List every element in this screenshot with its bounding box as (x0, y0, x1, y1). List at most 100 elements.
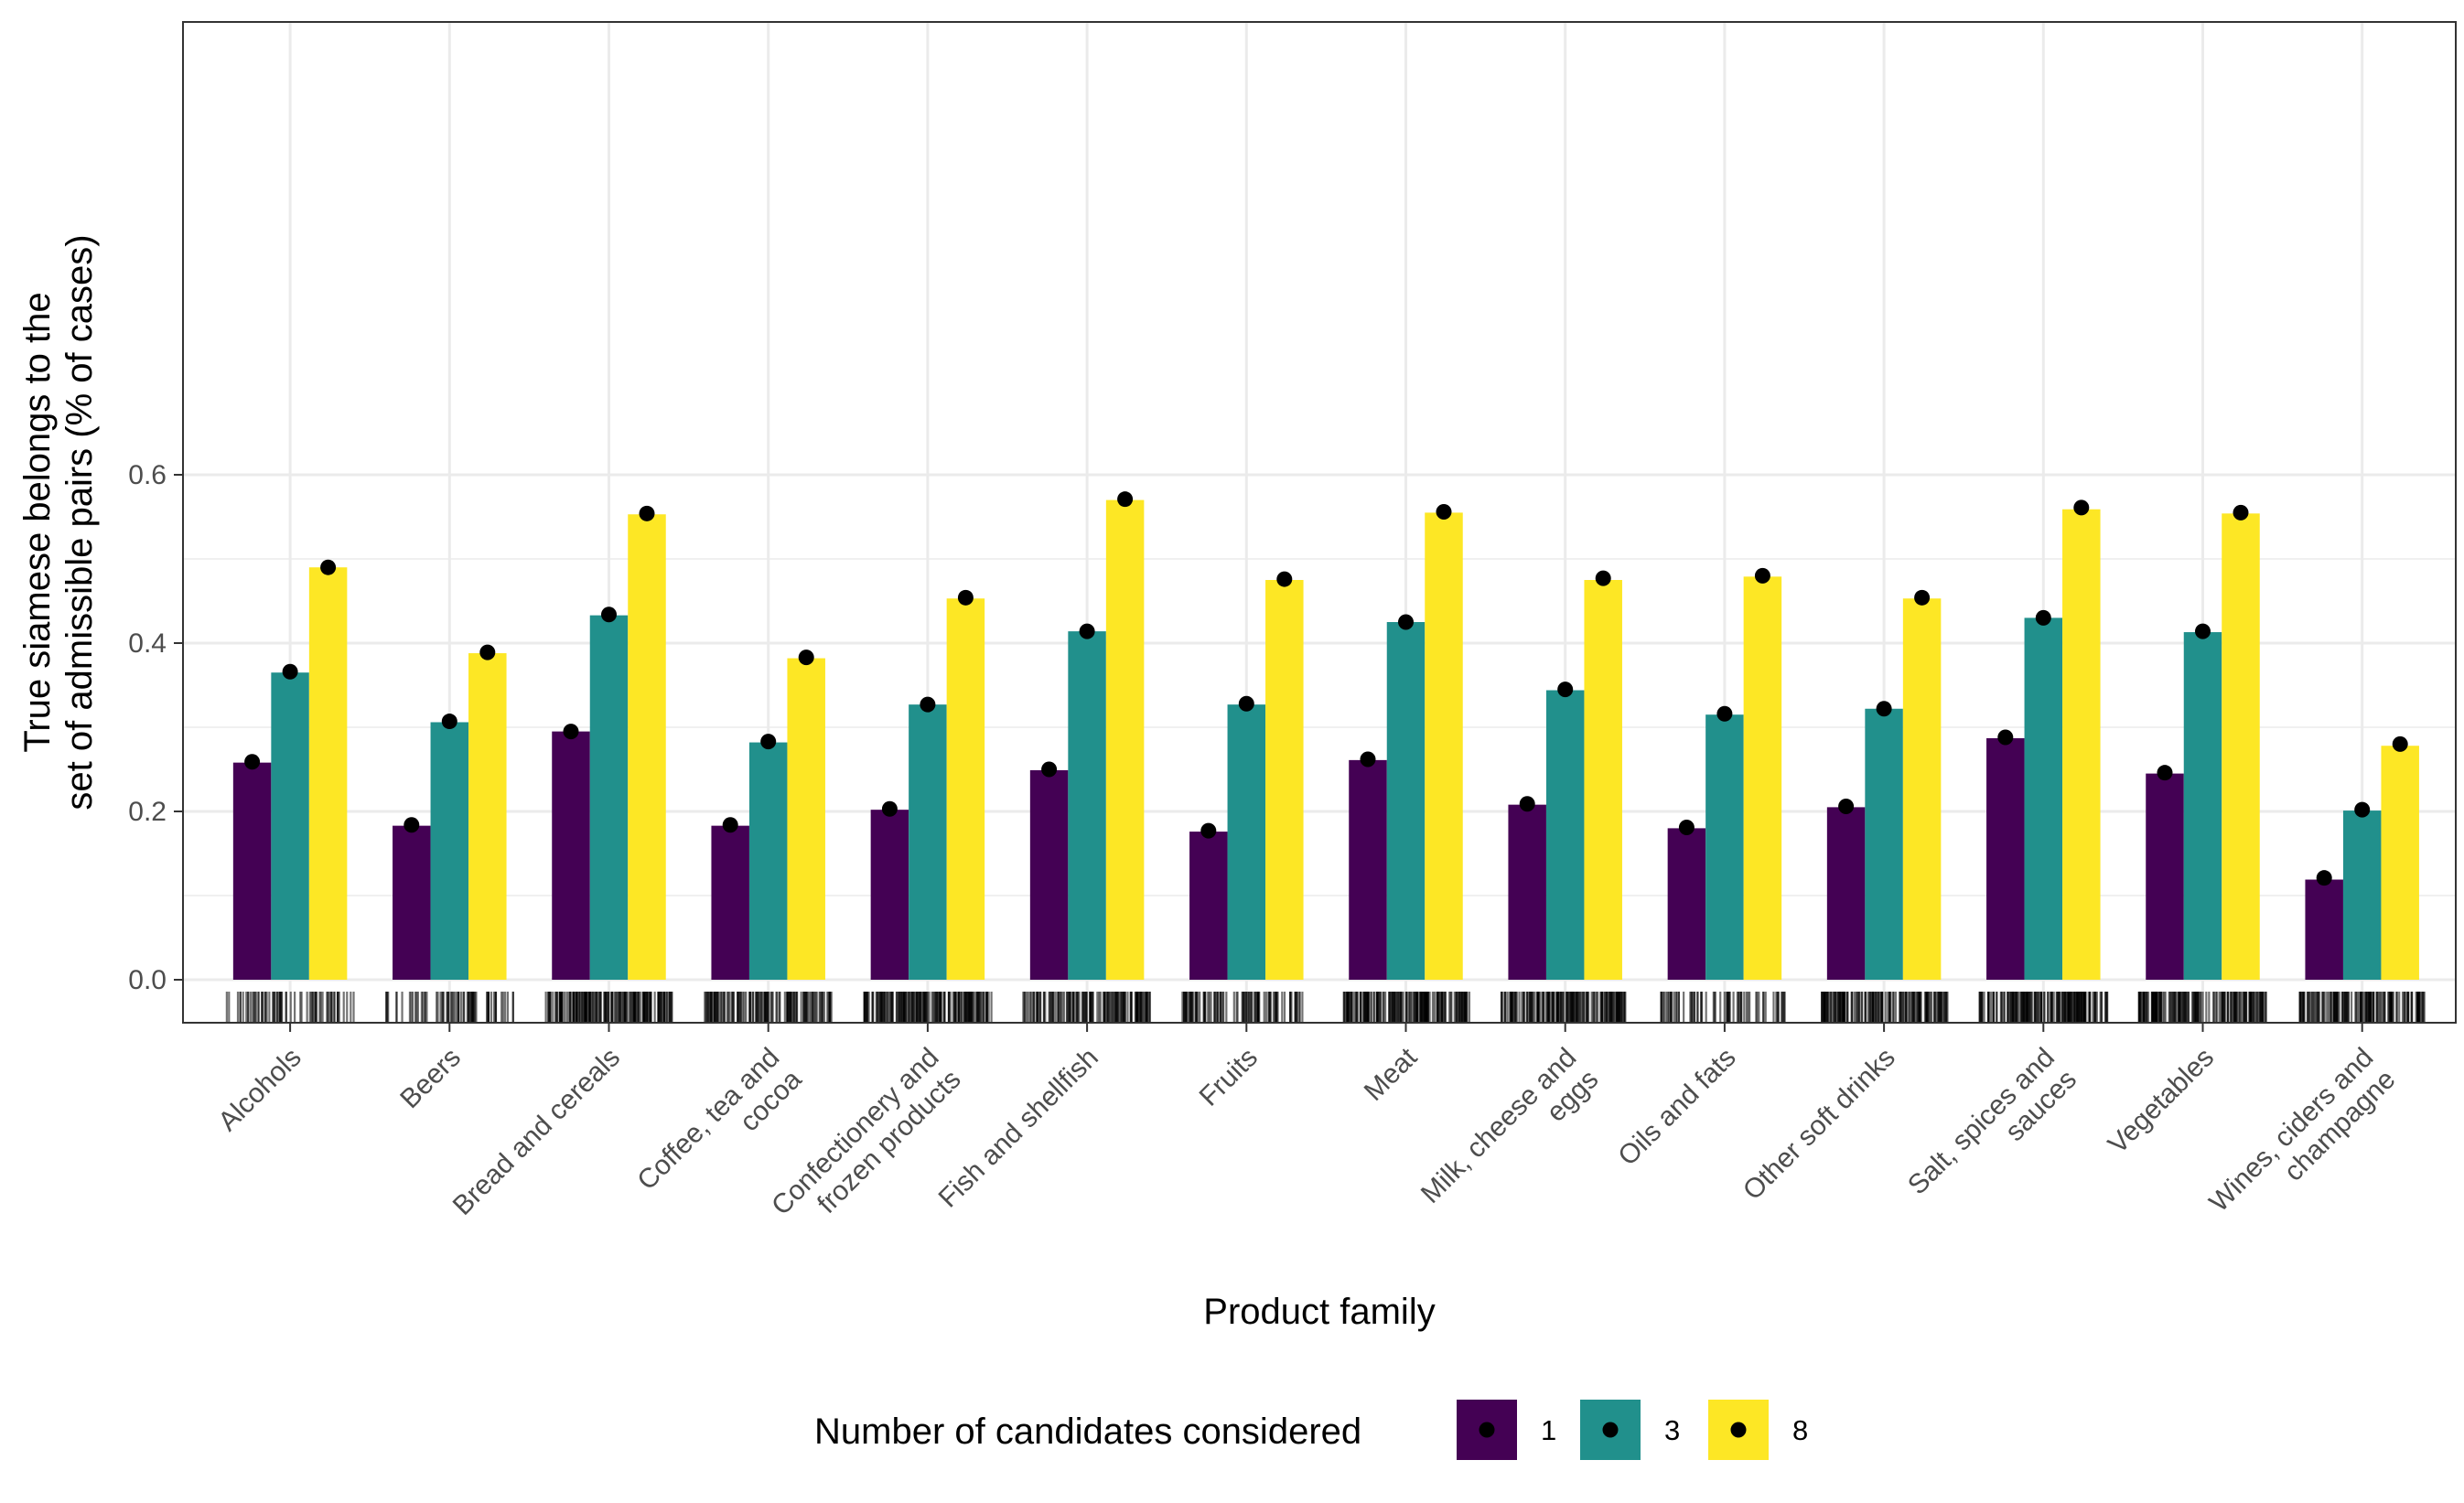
y-tick-label: 0.4 (128, 628, 167, 659)
bar (748, 742, 788, 980)
bar (909, 704, 947, 980)
bars (232, 499, 2419, 980)
point (1997, 729, 2014, 746)
y-tick-label: 0.6 (128, 460, 167, 490)
point (1398, 614, 1414, 630)
bar (1068, 631, 1106, 980)
point (1238, 695, 1254, 712)
point (2316, 870, 2332, 886)
bar (1227, 704, 1266, 980)
point (1200, 822, 1217, 839)
point (957, 589, 974, 606)
y-axis-title: True siamese belongs to theset of admiss… (17, 234, 100, 810)
points (244, 491, 2408, 886)
point (282, 663, 298, 680)
legend-key-point (1602, 1422, 1619, 1438)
x-tick-label: Vegetables (2103, 1042, 2220, 1159)
point (441, 714, 457, 730)
legend-key-point (1730, 1422, 1747, 1438)
point (1557, 682, 1574, 698)
bar (2305, 879, 2343, 980)
bar (468, 653, 507, 980)
point (920, 696, 936, 713)
bar (628, 514, 666, 980)
x-tick-label: Fruits (1194, 1042, 1264, 1111)
point (1276, 571, 1293, 587)
point (1716, 705, 1733, 722)
x-tick-label-line: Other soft drinks (1738, 1042, 1901, 1206)
x-tick-label: Meat (1359, 1042, 1424, 1107)
bar (1545, 690, 1585, 980)
point (2392, 735, 2408, 752)
x-tick-label: Other soft drinks (1738, 1042, 1901, 1206)
x-tick-label: Oils and fats (1612, 1042, 1741, 1171)
bar (1902, 598, 1942, 980)
point (244, 754, 261, 770)
x-tick-label: Alcohols (212, 1042, 307, 1137)
x-tick-label-line: Meat (1359, 1042, 1424, 1107)
x-tick-label: Salt, spices andsauces (1902, 1042, 2082, 1222)
point (479, 644, 496, 660)
bar (1349, 759, 1387, 980)
bar (2222, 513, 2260, 980)
point (403, 817, 420, 833)
legend-label: 3 (1664, 1414, 1680, 1446)
y-axis-title-line: set of admissible pairs (% of cases) (59, 234, 100, 810)
bar (1584, 580, 1622, 980)
x-tick-label: Fish and shellfish (933, 1042, 1104, 1213)
bar (393, 825, 431, 980)
panel-border (182, 21, 2457, 1024)
point (760, 734, 777, 750)
bar (1743, 576, 1782, 980)
x-tick-label: Wines, ciders andchampagne (2203, 1042, 2401, 1240)
bar (2342, 811, 2382, 980)
x-tick-label-line: Oils and fats (1612, 1042, 1741, 1171)
bar (1105, 499, 1145, 980)
point (639, 505, 655, 521)
x-tick-label-line: Vegetables (2103, 1042, 2220, 1159)
x-tick-label-line: Milk, cheese and (1415, 1042, 1583, 1209)
bar (1386, 622, 1426, 980)
bar (946, 598, 985, 980)
bar (2381, 746, 2419, 980)
bar (430, 722, 469, 980)
point (563, 724, 579, 740)
x-tick-label-line: Bread and cereals (447, 1042, 627, 1221)
point (1079, 623, 1095, 639)
bar (2024, 617, 2063, 980)
point (2035, 609, 2051, 626)
legend-label: 8 (1792, 1414, 1808, 1446)
point (1876, 701, 1892, 717)
bar (2146, 773, 2184, 980)
y-axis: 0.0 0.2 0.4 0.6 (128, 460, 183, 995)
bar (1189, 832, 1228, 980)
y-axis-title-line: True siamese belongs to the (17, 292, 58, 752)
point (2157, 765, 2173, 781)
legend-label: 1 (1541, 1414, 1556, 1446)
x-axis-title: Product family (1203, 1292, 1435, 1332)
bar (2183, 632, 2222, 980)
point (2354, 801, 2371, 818)
bar (1029, 769, 1069, 980)
point (1436, 503, 1452, 520)
bar (552, 731, 590, 980)
bar (1265, 580, 1304, 980)
bar (271, 672, 309, 980)
x-tick-label-line: Fish and shellfish (933, 1042, 1104, 1213)
legend-title: Number of candidates considered (814, 1412, 1361, 1452)
x-tick-label-line: Alcohols (212, 1042, 307, 1137)
point (1519, 796, 1535, 812)
x-tick-label-line: Beers (394, 1042, 467, 1114)
point (1754, 567, 1770, 584)
bar (308, 567, 348, 980)
x-tick-label: Bread and cereals (447, 1042, 627, 1221)
bar (1508, 804, 1546, 980)
point (1914, 589, 1931, 606)
point (2073, 499, 2090, 516)
point (1838, 798, 1855, 814)
rug-marks (225, 992, 2426, 1023)
bar (232, 762, 272, 980)
y-tick-label: 0.0 (128, 965, 167, 995)
